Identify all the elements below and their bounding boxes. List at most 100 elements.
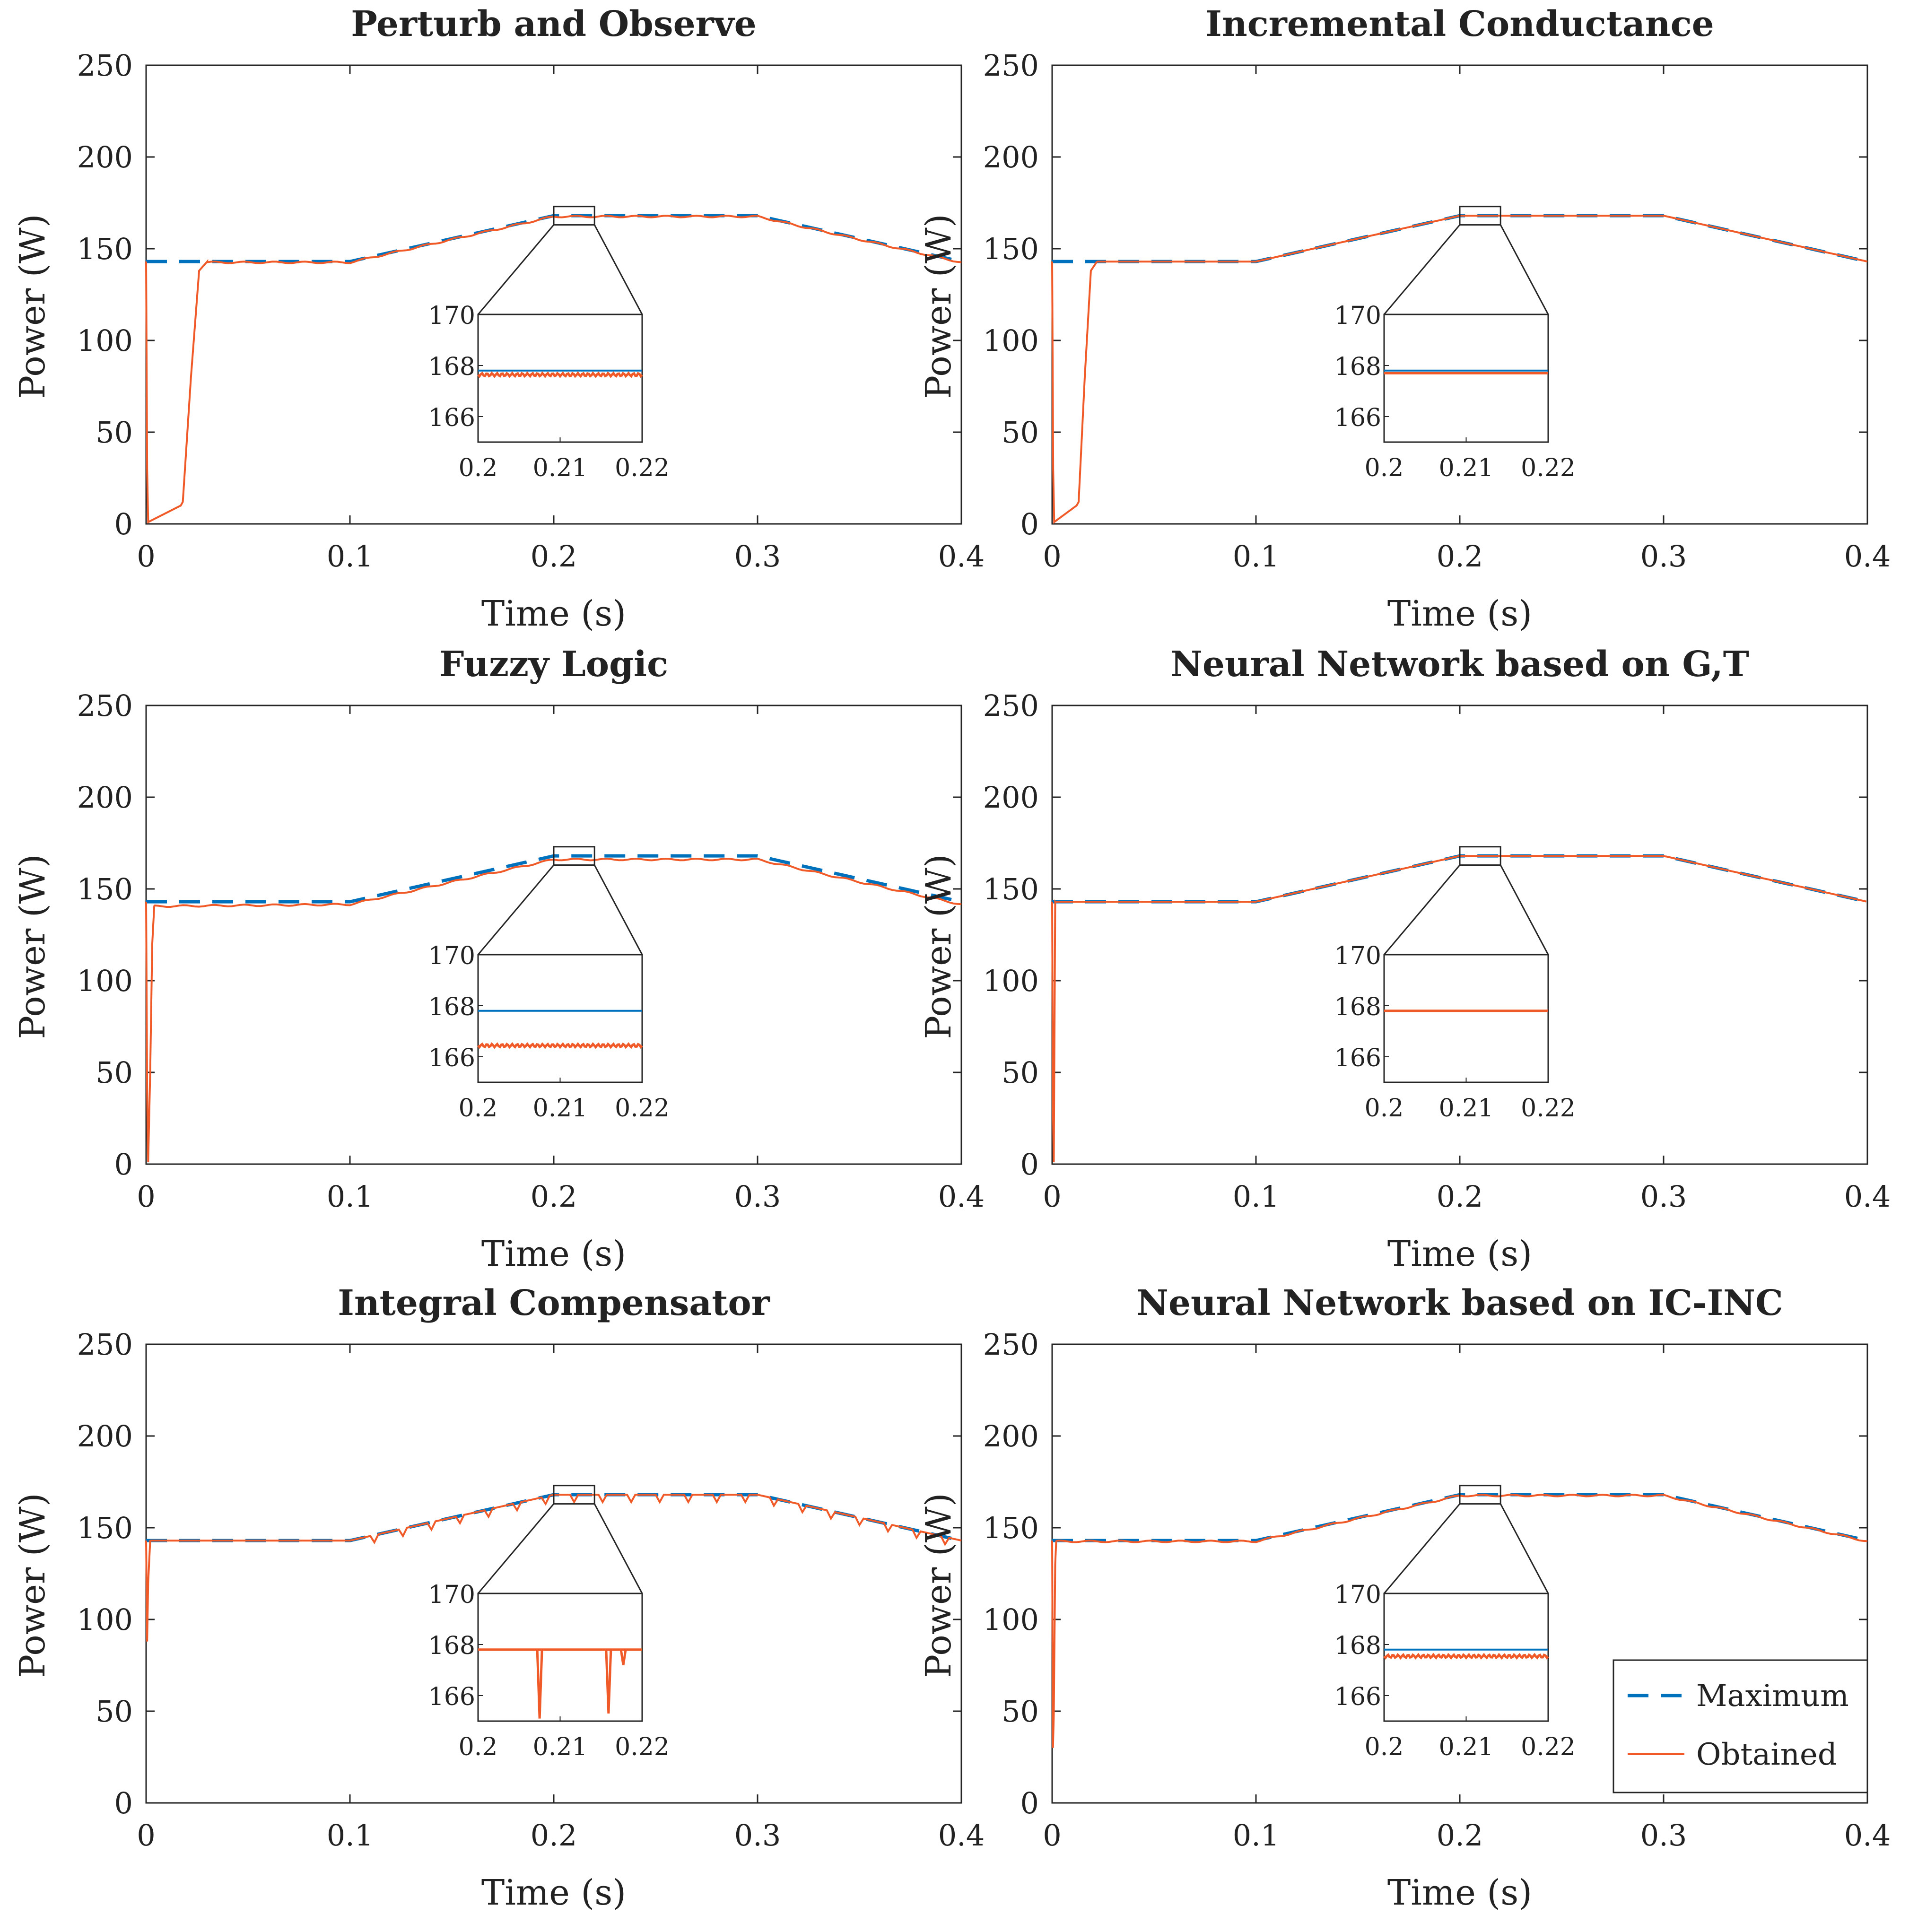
x-tick-label: 0 (1043, 1818, 1061, 1853)
y-tick-label: 200 (983, 140, 1039, 174)
legend-label-maximum: Maximum (1696, 1679, 1849, 1714)
chart-title: Neural Network based on G,T (1170, 644, 1749, 685)
series-obtained-line (1051, 215, 1868, 524)
x-tick-label: 0.1 (1233, 1179, 1280, 1214)
y-tick-label: 150 (983, 232, 1039, 266)
y-axis-label: Power (W) (918, 214, 959, 399)
inset-x-tick-label: 0.22 (615, 1733, 670, 1761)
zoom-connector-right (1499, 1503, 1549, 1594)
inset-x-tick-label: 0.21 (1439, 454, 1494, 482)
inset-x-tick-label: 0.22 (1521, 1733, 1576, 1761)
x-tick-label: 0.4 (1844, 539, 1891, 574)
zoom-connector-right (593, 1503, 643, 1594)
inset-x-tick-label: 0.2 (459, 454, 498, 482)
inset-x-tick-label: 0.21 (533, 454, 588, 482)
y-tick-label: 0 (1020, 1147, 1039, 1182)
inset-x-tick-label: 0.22 (615, 454, 670, 482)
x-tick-label: 0.1 (327, 1818, 374, 1853)
inset-obtained-line (1383, 1653, 1549, 1660)
chart-title: Fuzzy Logic (439, 644, 668, 685)
chart-title: Neural Network based on IC-INC (1136, 1283, 1783, 1323)
inset-axes-box (477, 954, 643, 1083)
inset-y-tick-label: 168 (1334, 993, 1381, 1021)
inset-x-tick-label: 0.21 (1439, 1094, 1494, 1123)
y-tick-label: 50 (96, 1055, 133, 1090)
y-tick-label: 150 (983, 1511, 1039, 1545)
y-tick-label: 100 (77, 323, 133, 358)
inset-x-tick-label: 0.2 (1365, 1094, 1404, 1123)
inset-obtained-dip (619, 1649, 627, 1665)
zoom-connector-left (477, 864, 555, 955)
inset-axes-box (1383, 313, 1549, 443)
inset-y-tick-label: 170 (1334, 942, 1381, 970)
zoom-region-box (553, 846, 595, 866)
y-axis-label: Power (W) (12, 214, 53, 399)
x-tick-label: 0.1 (327, 539, 374, 574)
y-tick-label: 50 (96, 1694, 133, 1729)
y-tick-label: 150 (983, 872, 1039, 906)
x-tick-label: 0 (1043, 539, 1061, 574)
x-tick-label: 0.2 (531, 1179, 577, 1214)
y-tick-label: 50 (1002, 415, 1039, 450)
inset-y-tick-label: 168 (1334, 353, 1381, 381)
y-axis-label: Power (W) (12, 854, 53, 1039)
inset-y-tick-label: 166 (1334, 404, 1381, 432)
y-tick-label: 0 (1020, 1786, 1039, 1820)
zoom-region-box (1459, 1485, 1501, 1505)
chart-title: Integral Compensator (338, 1283, 770, 1323)
inset-obtained-dip (536, 1649, 543, 1719)
x-tick-label: 0.3 (1640, 539, 1687, 574)
inset-y-tick-label: 168 (428, 353, 475, 381)
inset-x-tick-label: 0.21 (533, 1733, 588, 1761)
x-axis-label: Time (s) (481, 1234, 626, 1274)
legend-label-obtained: Obtained (1696, 1737, 1837, 1772)
x-tick-label: 0.2 (531, 539, 577, 574)
x-tick-label: 0.3 (734, 539, 781, 574)
inset-y-tick-label: 170 (1334, 1581, 1381, 1609)
x-tick-label: 0.4 (938, 1179, 985, 1214)
y-tick-label: 250 (77, 48, 133, 83)
zoom-region-box (1459, 846, 1501, 866)
y-tick-label: 200 (77, 780, 133, 815)
inset-x-tick-label: 0.2 (459, 1094, 498, 1123)
x-tick-label: 0.1 (1233, 539, 1280, 574)
y-tick-label: 50 (96, 415, 133, 450)
legend-box (1613, 1659, 1868, 1793)
x-tick-label: 0.4 (938, 1818, 985, 1853)
inset-y-tick-label: 170 (428, 942, 475, 970)
x-tick-label: 0.4 (1844, 1179, 1891, 1214)
x-tick-label: 0.2 (1437, 1818, 1483, 1853)
x-tick-label: 0.2 (1437, 1179, 1483, 1214)
inset-y-tick-label: 166 (428, 1683, 475, 1711)
inset-y-tick-label: 170 (1334, 302, 1381, 330)
y-tick-label: 0 (114, 1786, 133, 1820)
x-tick-label: 0 (137, 1179, 155, 1214)
zoom-connector-left (1383, 224, 1461, 315)
y-tick-label: 100 (983, 323, 1039, 358)
y-tick-label: 0 (114, 507, 133, 541)
inset-y-tick-label: 166 (428, 404, 475, 432)
inset-axes-box (1383, 954, 1549, 1083)
y-tick-label: 100 (77, 1602, 133, 1637)
y-tick-label: 250 (77, 688, 133, 723)
x-axis-label: Time (s) (1387, 1234, 1532, 1274)
y-tick-label: 250 (983, 1327, 1039, 1362)
x-tick-label: 0.1 (1233, 1818, 1280, 1853)
x-axis-label: Time (s) (1387, 593, 1532, 634)
inset-y-tick-label: 170 (428, 1581, 475, 1609)
y-axis-label: Power (W) (918, 854, 959, 1039)
y-tick-label: 100 (983, 964, 1039, 998)
x-axis-label: Time (s) (481, 593, 626, 634)
panel-1: Perturb and Observe 0 0.1 0.2 0.3 0.4 0 50 100 15… (12, 4, 985, 634)
y-tick-label: 200 (983, 1419, 1039, 1453)
zoom-region-box (553, 1485, 595, 1505)
series-obtained-line (1051, 855, 1867, 1163)
y-tick-label: 50 (1002, 1055, 1039, 1090)
y-tick-label: 200 (77, 140, 133, 174)
y-tick-label: 250 (77, 1327, 133, 1362)
inset-obtained-line (477, 371, 643, 378)
inset-y-tick-label: 170 (428, 302, 475, 330)
inset-x-tick-label: 0.2 (1365, 1733, 1404, 1761)
x-tick-label: 0.1 (327, 1179, 374, 1214)
panel-2: Incremental Conductance 0 0.1 0.2 0.3 0.4 0 50 1… (918, 4, 1891, 634)
